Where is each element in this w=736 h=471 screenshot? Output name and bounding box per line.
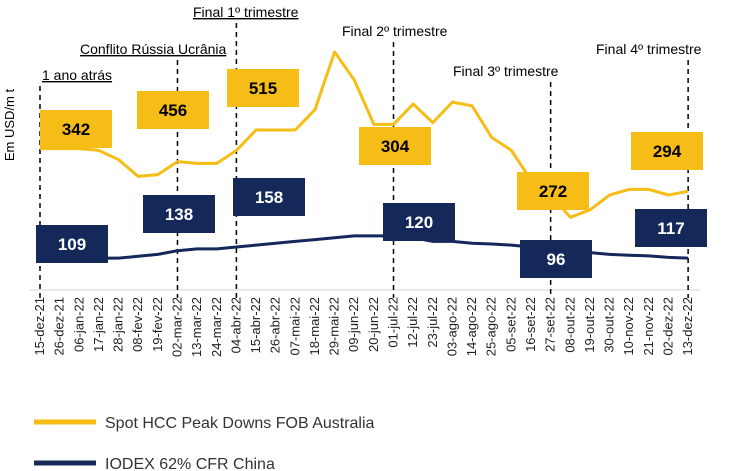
x-tick-label: 13-dez-22 <box>680 297 695 356</box>
x-tick-label: 28-jan-22 <box>111 297 126 352</box>
x-tick-label: 26-dez-21 <box>52 297 67 356</box>
value-box-label: 120 <box>405 213 433 232</box>
value-box <box>517 172 589 210</box>
value-box <box>631 132 703 170</box>
x-tick-label: 15-dez-21 <box>32 297 47 356</box>
x-tick-label: 03-ago-22 <box>444 297 459 356</box>
value-box-label: 272 <box>539 182 567 201</box>
series-line <box>40 50 689 219</box>
x-tick-label: 13-mar-22 <box>189 297 204 357</box>
x-tick-label: 19-fev-22 <box>150 297 165 352</box>
x-tick-label: 12-jul-22 <box>405 297 420 348</box>
y-axis-label: Em USD/m t <box>2 89 17 162</box>
value-box <box>233 178 305 216</box>
x-tick-label: 18-mai-22 <box>307 297 322 356</box>
x-tick-label: 29-mai-22 <box>327 297 342 356</box>
x-tick-label: 23-jul-22 <box>425 297 440 348</box>
value-box-label: 158 <box>255 188 283 207</box>
value-box-label: 109 <box>58 235 86 254</box>
x-tick-label: 02-dez-22 <box>660 297 675 356</box>
legend-label: Spot HCC Peak Downs FOB Australia <box>105 415 375 432</box>
value-box-label: 117 <box>657 219 684 238</box>
value-box-label: 342 <box>62 120 90 139</box>
value-box-label: 456 <box>159 101 187 120</box>
annotation-label: Final 4º trimestre <box>596 41 702 57</box>
x-tick-label: 20-jun-22 <box>366 297 381 352</box>
x-tick-label: 16-set-22 <box>523 297 538 352</box>
x-tick-label: 17-jan-22 <box>91 297 106 352</box>
value-box-label: 304 <box>381 137 410 156</box>
value-box <box>36 225 108 263</box>
x-tick-label: 25-ago-22 <box>484 297 499 356</box>
x-tick-label: 02-mar-22 <box>169 297 184 357</box>
x-tick-label: 06-jan-22 <box>71 297 86 352</box>
annotation-label: Final 2º trimestre <box>342 23 448 39</box>
value-box-label: 96 <box>547 250 566 269</box>
value-box <box>635 209 707 247</box>
x-tick-label: 27-set-22 <box>543 297 558 352</box>
x-tick-label: 05-set-22 <box>503 297 518 352</box>
x-tick-label: 08-out-22 <box>562 297 577 353</box>
x-tick-label: 08-fev-22 <box>130 297 145 352</box>
value-box <box>137 91 209 129</box>
x-tick-label: 10-nov-22 <box>621 297 636 356</box>
x-tick-label: 19-out-22 <box>582 297 597 353</box>
value-box <box>520 240 592 278</box>
x-tick-label: 07-mai-22 <box>287 297 302 356</box>
x-tick-label: 30-out-22 <box>602 297 617 353</box>
x-tick-label: 04-abr-22 <box>228 297 243 353</box>
value-box <box>383 203 455 241</box>
x-tick-label: 01-jul-22 <box>386 297 401 348</box>
legend-label: IODEX 62% CFR China <box>105 456 275 471</box>
value-box <box>143 195 215 233</box>
x-tick-label: 26-abr-22 <box>268 297 283 353</box>
x-tick-label: 14-ago-22 <box>464 297 479 356</box>
x-tick-label: 21-nov-22 <box>641 297 656 356</box>
x-tick-label: 24-mar-22 <box>209 297 224 357</box>
annotation-label: 1 ano atrás <box>42 67 112 83</box>
value-box <box>359 127 431 165</box>
value-box-label: 138 <box>165 205 193 224</box>
x-tick-label: 09-jun-22 <box>346 297 361 352</box>
value-box <box>40 110 112 148</box>
annotation-label: Conflito Rússia Ucrânia <box>80 41 226 57</box>
value-box <box>227 69 299 107</box>
value-box-label: 515 <box>249 79 277 98</box>
value-box-label: 294 <box>653 142 682 161</box>
x-tick-label: 15-abr-22 <box>248 297 263 353</box>
annotation-label: Final 1º trimestre <box>193 4 299 20</box>
annotation-label: Final 3º trimestre <box>453 63 559 79</box>
